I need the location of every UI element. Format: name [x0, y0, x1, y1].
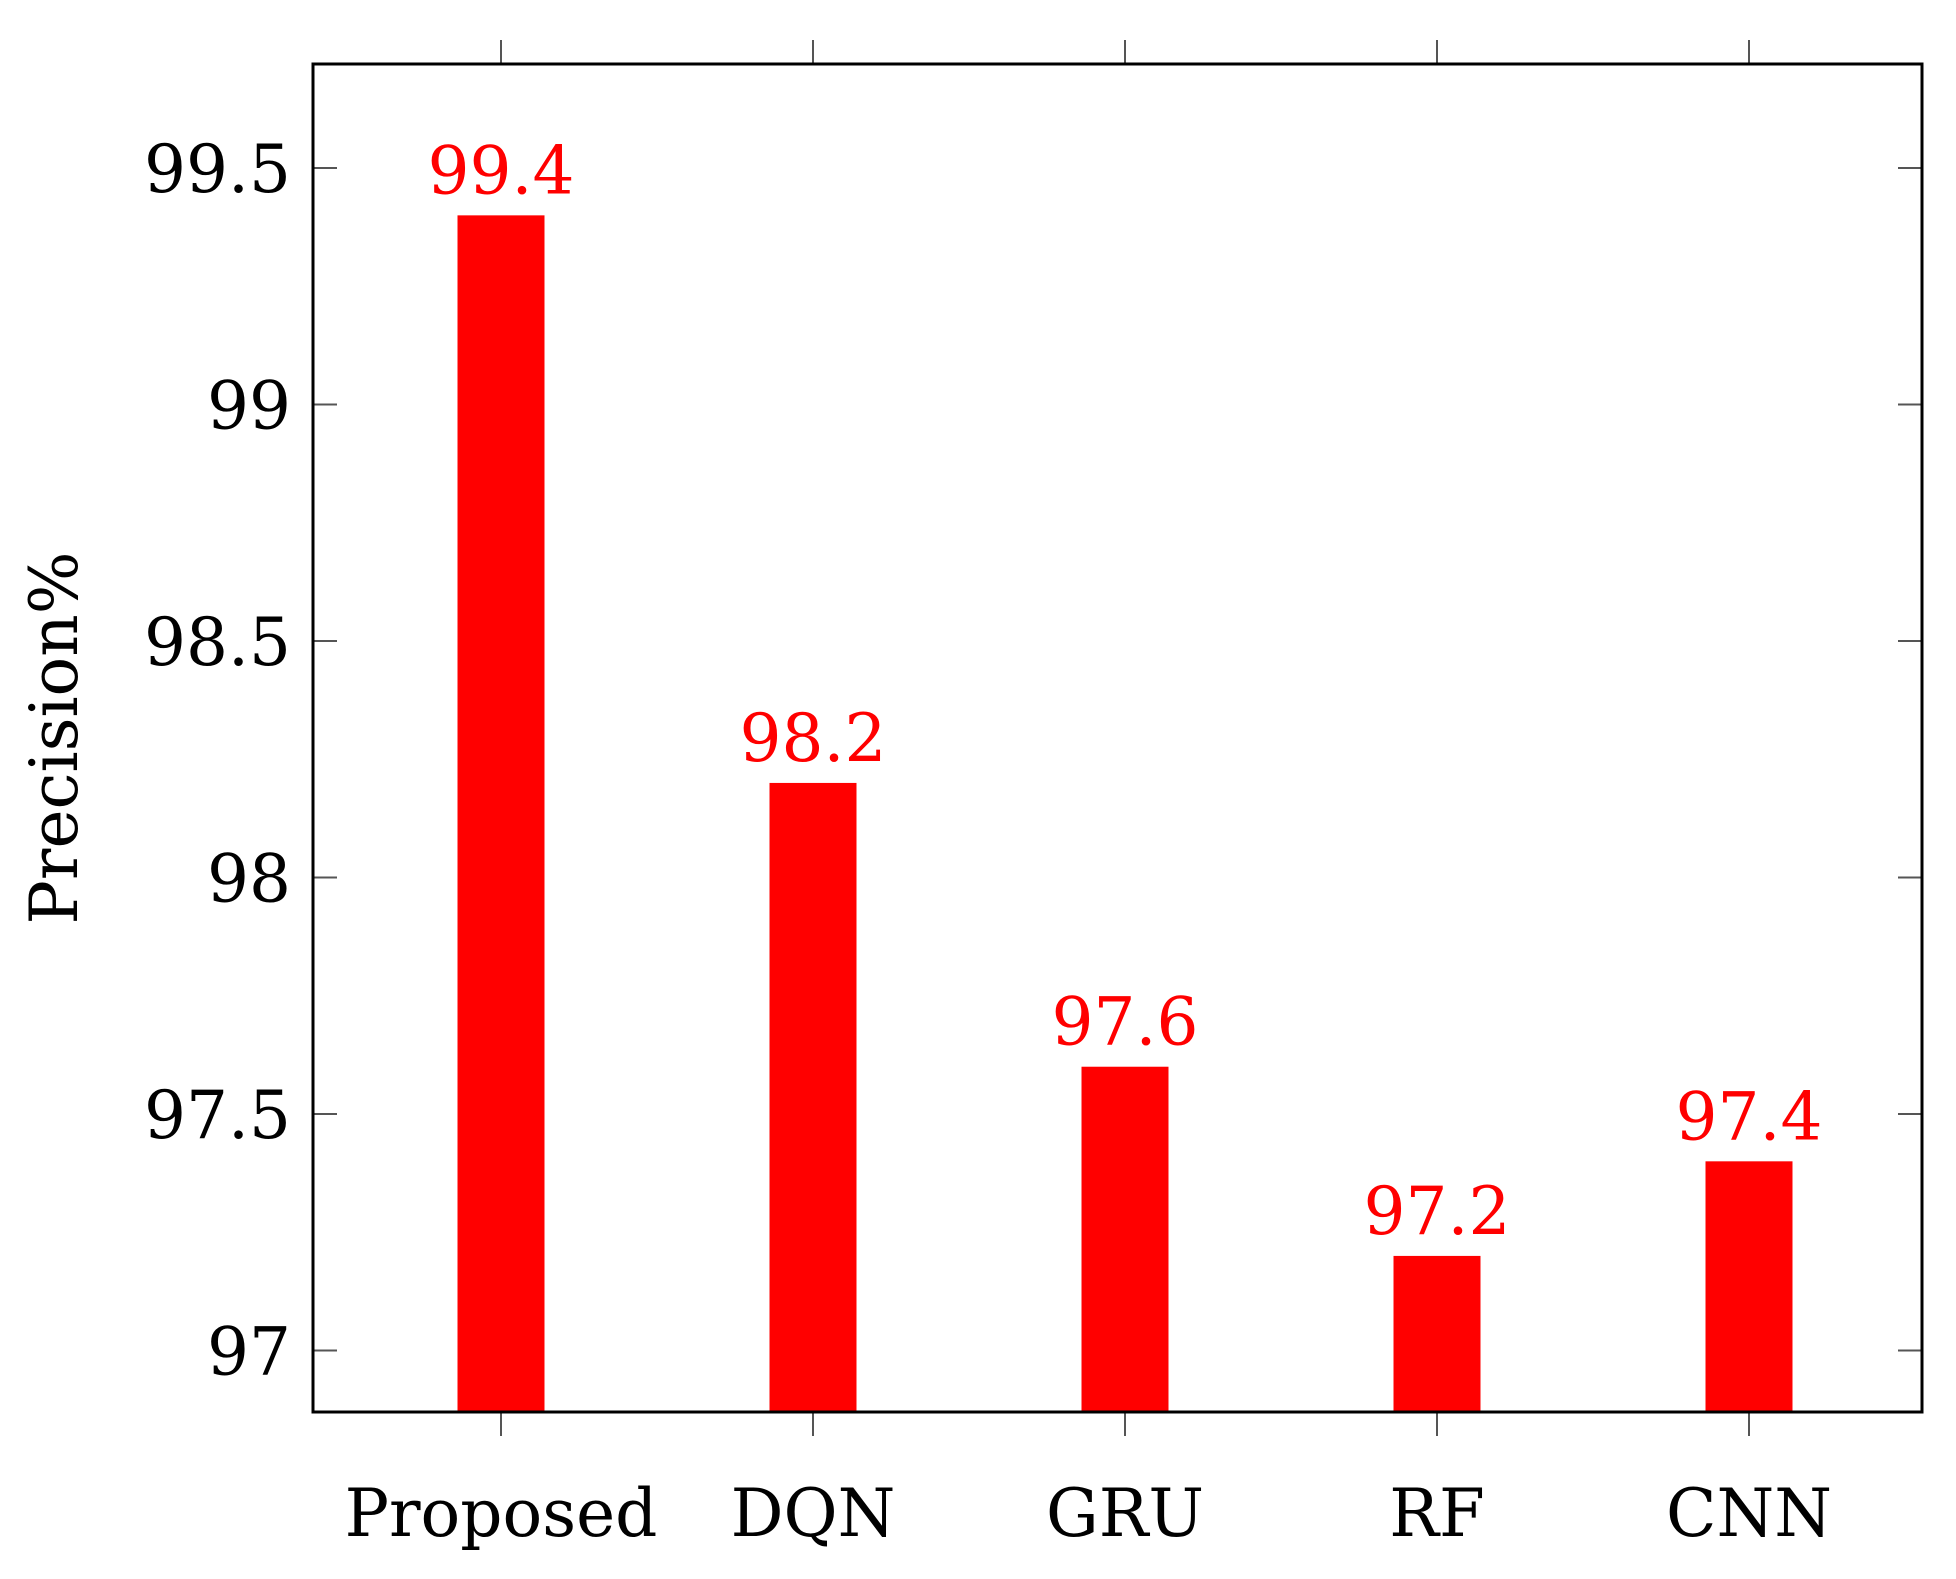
data-label: 98.2 — [740, 700, 887, 777]
plot-frame — [311, 62, 1924, 1414]
data-label: 99.4 — [428, 132, 575, 209]
labels-layer: 97 97.5 98 98.5 99 99.5 Proposed 99.4 DQN 98.2 GRU… — [144, 131, 1832, 1552]
bar-gru — [1081, 1066, 1169, 1412]
data-label: 97.2 — [1364, 1173, 1511, 1250]
y-tick-label: 99 — [207, 368, 291, 445]
x-tick-label: CNN — [1666, 1475, 1832, 1552]
bars-layer — [457, 215, 1793, 1413]
y-tick-label: 98.5 — [144, 604, 291, 681]
data-label: 97.4 — [1676, 1078, 1823, 1155]
y-tick-label: 97.5 — [144, 1077, 291, 1154]
y-tick-label: 99.5 — [144, 131, 291, 208]
bar-dqn — [769, 782, 857, 1412]
bar-cnn — [1705, 1161, 1793, 1412]
data-label: 97.6 — [1052, 984, 1199, 1061]
y-tick-label: 98 — [207, 841, 291, 918]
x-tick-label: RF — [1389, 1475, 1485, 1552]
y-axis-title: Precision% — [16, 551, 93, 924]
bar-proposed — [457, 215, 545, 1413]
x-tick-label: GRU — [1046, 1475, 1204, 1552]
x-tick-label: Proposed — [345, 1475, 658, 1552]
bar-rf — [1393, 1255, 1481, 1412]
y-tick-label: 97 — [207, 1314, 291, 1391]
ticks-layer — [313, 40, 1922, 1436]
x-tick-label: DQN — [731, 1475, 896, 1552]
